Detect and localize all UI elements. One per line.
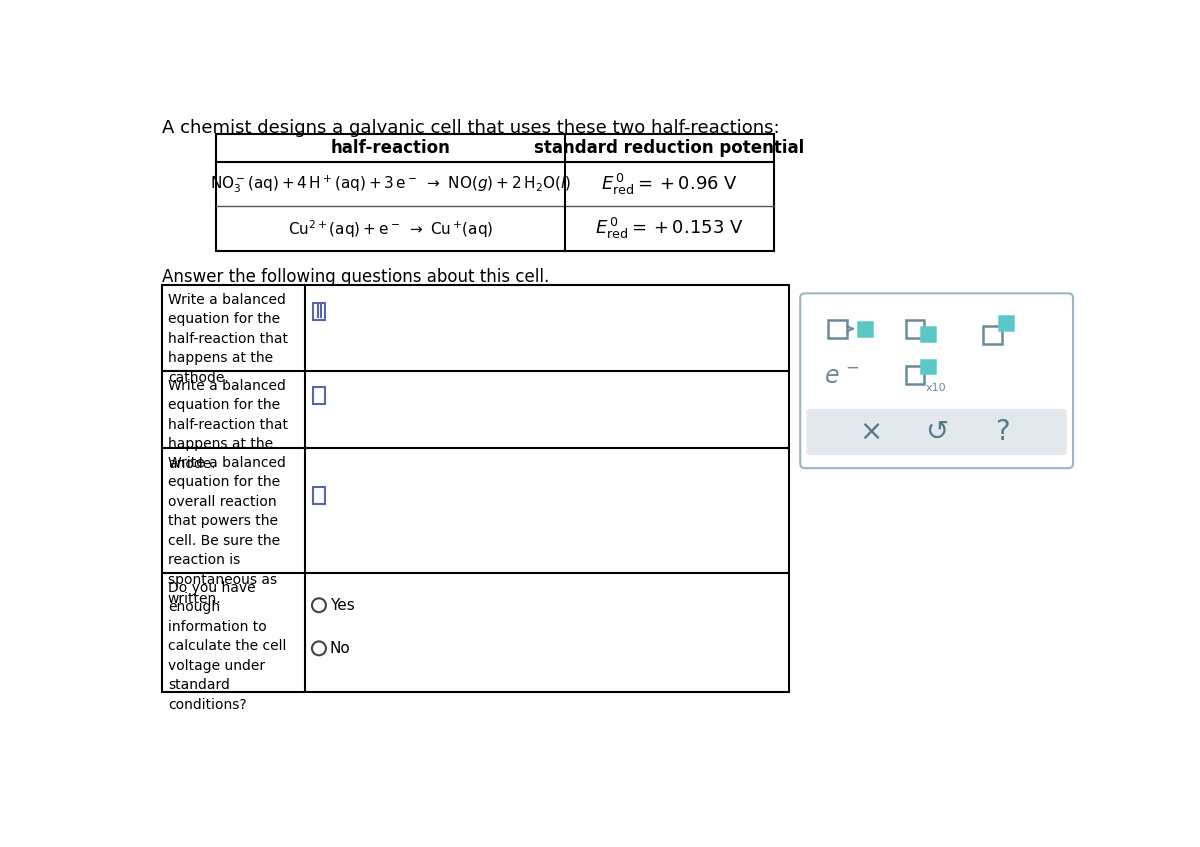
Bar bbox=[162, 285, 790, 692]
Bar bbox=[922, 327, 935, 341]
Text: half-reaction: half-reaction bbox=[330, 139, 450, 157]
Text: $\mathrm{Cu^{2+}(aq)+e^-\ \rightarrow\ Cu^+\!(aq)}$: $\mathrm{Cu^{2+}(aq)+e^-\ \rightarrow\ C… bbox=[288, 218, 493, 240]
Text: Answer the following questions about this cell.: Answer the following questions about thi… bbox=[162, 268, 548, 286]
Circle shape bbox=[312, 641, 326, 656]
Circle shape bbox=[312, 598, 326, 612]
FancyBboxPatch shape bbox=[806, 409, 1067, 455]
Text: ↺: ↺ bbox=[925, 418, 948, 446]
Bar bbox=[313, 302, 325, 319]
Text: standard reduction potential: standard reduction potential bbox=[534, 139, 804, 157]
Bar bbox=[828, 319, 847, 338]
Text: Do you have
enough
information to
calculate the cell
voltage under
standard
cond: Do you have enough information to calcul… bbox=[168, 580, 287, 711]
Bar bbox=[216, 134, 774, 251]
Bar bbox=[313, 487, 325, 504]
Text: ×: × bbox=[859, 418, 882, 446]
Bar bbox=[906, 366, 924, 385]
FancyBboxPatch shape bbox=[800, 293, 1073, 468]
Text: $\mathit{e}^{\,-}$: $\mathit{e}^{\,-}$ bbox=[824, 364, 860, 389]
Bar bbox=[983, 326, 1002, 344]
Bar bbox=[313, 387, 325, 404]
Text: $\mathrm{NO_3^-(aq)+4\,H^+(aq)+3\,e^-\ \rightarrow\ NO(\mathit{g})+2\,H_2O(\math: $\mathrm{NO_3^-(aq)+4\,H^+(aq)+3\,e^-\ \… bbox=[210, 173, 571, 195]
Text: A chemist designs a galvanic cell that uses these two half-reactions:: A chemist designs a galvanic cell that u… bbox=[162, 119, 779, 136]
Bar bbox=[922, 360, 935, 374]
Text: Write a balanced
equation for the
half-reaction that
happens at the
cathode.: Write a balanced equation for the half-r… bbox=[168, 292, 288, 385]
Bar bbox=[858, 322, 871, 335]
Text: ?: ? bbox=[995, 418, 1010, 446]
Bar bbox=[906, 319, 924, 338]
Text: Yes: Yes bbox=[330, 598, 354, 612]
Text: x10: x10 bbox=[925, 383, 947, 393]
Text: Write a balanced
equation for the
overall reaction
that powers the
cell. Be sure: Write a balanced equation for the overal… bbox=[168, 456, 286, 606]
Text: Write a balanced
equation for the
half-reaction that
happens at the
anode.: Write a balanced equation for the half-r… bbox=[168, 379, 288, 471]
Bar bbox=[810, 412, 1063, 452]
Text: $E^{\,0}_{\mathrm{red}}=+0.153\ \mathrm{V}$: $E^{\,0}_{\mathrm{red}}=+0.153\ \mathrm{… bbox=[595, 216, 744, 241]
Bar bbox=[998, 317, 1013, 330]
Text: No: No bbox=[330, 641, 350, 656]
Text: $E^{\,0}_{\mathrm{red}}=+0.96\ \mathrm{V}$: $E^{\,0}_{\mathrm{red}}=+0.96\ \mathrm{V… bbox=[601, 171, 738, 197]
